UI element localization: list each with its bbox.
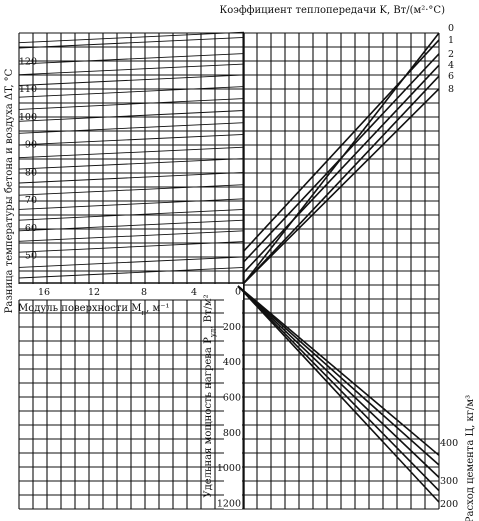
x-tick-label: 12 [88, 287, 100, 298]
cement-tick-label: 300 [440, 476, 458, 487]
power-tick-label: 600 [223, 393, 241, 404]
k-line-label: 4 [448, 60, 454, 71]
modulus-line-13 [18, 110, 245, 122]
y-tick-label: 90 [25, 140, 37, 151]
x-axis-label: Модуль поверхности Mп, м⁻¹ [18, 303, 170, 317]
modulus-line-8 [18, 171, 245, 184]
k-line-label: 6 [448, 71, 454, 82]
tick-label-strip [224, 285, 242, 509]
k-line-8 [243, 88, 440, 284]
cement-line-2 [237, 285, 440, 478]
modulus-line-11 [18, 133, 245, 146]
modulus-line-1 [18, 256, 245, 268]
x-tick-label: 4 [191, 287, 197, 298]
cement-line-1 [237, 285, 440, 466]
modulus-line-15 [18, 86, 245, 98]
cement-line-4 [237, 285, 440, 503]
k-line-label: 8 [448, 84, 454, 95]
power-tick-label: 1200 [217, 499, 241, 510]
modulus-line-9 [18, 158, 245, 170]
modulus-line-20 [18, 31, 245, 44]
grid [18, 32, 440, 510]
modulus-line-16 [18, 74, 245, 86]
cement-tick-label: 200 [440, 499, 458, 510]
power-tick-label: 0 [235, 287, 241, 298]
modulus-line-10 [18, 146, 245, 159]
k-line-2 [243, 53, 440, 263]
x-tick-label: 16 [38, 287, 50, 298]
k-line-1 [243, 39, 440, 252]
modulus-line-17 [18, 63, 245, 76]
tick-label-strip [18, 284, 243, 300]
k-line-6 [243, 75, 440, 284]
cement-tick-label: 400 [440, 438, 458, 449]
modulus-line-18 [18, 53, 245, 65]
k-line-label: 0 [448, 23, 454, 34]
power-tick-label: 400 [223, 357, 241, 368]
modulus-line-0 [18, 266, 245, 279]
y-tick-label: 110 [19, 84, 37, 95]
modulus-line-14 [18, 98, 245, 110]
k-line-label: 1 [448, 35, 454, 46]
y-tick-label: 120 [19, 56, 37, 67]
power-tick-label: 1000 [217, 463, 241, 474]
chart-marks [18, 31, 440, 503]
y-axis-label: Разница температуры бетона и воздуха ΔT,… [4, 68, 15, 313]
y-tick-label: 60 [25, 223, 37, 234]
power-axis-label: Удельная мощность нагрева Pуд, Вт/м² [203, 294, 217, 497]
modulus-line-2 [18, 241, 245, 253]
modulus-line-5 [18, 208, 245, 221]
modulus-line-12 [18, 122, 245, 134]
y-tick-label: 80 [25, 167, 37, 178]
cement-axis-label: Расход цемента Ц, кг/м³ [465, 395, 476, 521]
modulus-line-4 [18, 219, 245, 232]
y-tick-label: 70 [25, 195, 37, 206]
cement-line-3 [237, 285, 440, 492]
power-tick-label: 800 [223, 428, 241, 439]
k-line-4 [243, 64, 440, 273]
modulus-line-7 [18, 184, 245, 196]
modulus-line-6 [18, 198, 245, 210]
modulus-line-19 [18, 36, 245, 49]
power-tick-label: 200 [223, 322, 241, 333]
cement-line-0 [237, 285, 440, 456]
x-tick-label: 8 [141, 287, 147, 298]
modulus-line-3 [18, 230, 245, 242]
y-tick-label: 50 [25, 251, 37, 262]
y-tick-label: 100 [19, 112, 37, 123]
k-axis-title: Коэффициент теплопередачи K, Вт/(м²·°С) [219, 5, 445, 16]
k-line-label: 2 [448, 49, 454, 60]
